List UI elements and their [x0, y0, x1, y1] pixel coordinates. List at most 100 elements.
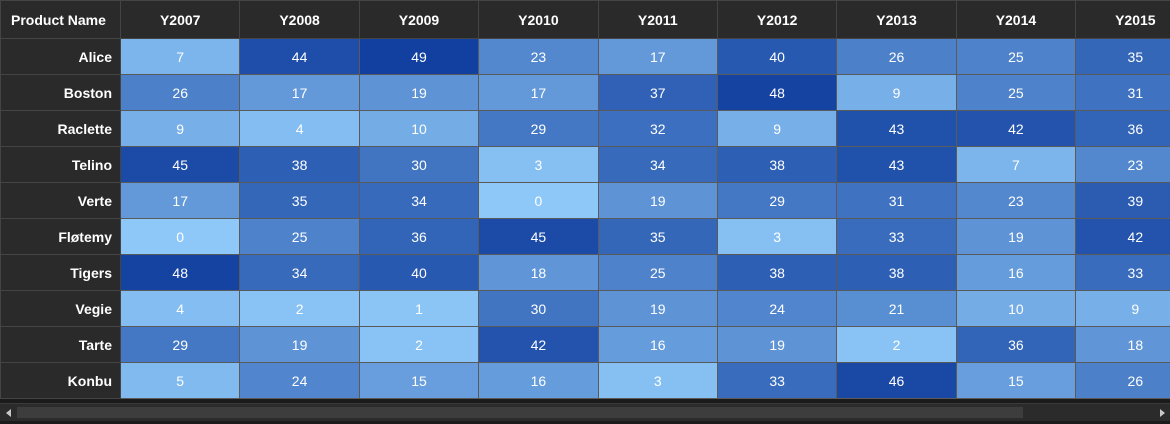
- heatmap-cell[interactable]: 38: [836, 254, 957, 291]
- heatmap-cell[interactable]: 34: [358, 182, 480, 219]
- heatmap-cell[interactable]: 9: [119, 110, 241, 147]
- heatmap-cell[interactable]: 26: [836, 38, 957, 75]
- heatmap-cell[interactable]: 25: [955, 74, 1077, 111]
- heatmap-cell[interactable]: 17: [239, 74, 360, 111]
- heatmap-cell[interactable]: 43: [836, 146, 957, 183]
- heatmap-cell[interactable]: 33: [716, 362, 838, 399]
- heatmap-cell[interactable]: 29: [478, 110, 599, 147]
- row-header-product[interactable]: Verte: [0, 182, 121, 219]
- column-header-year[interactable]: Y2010: [478, 0, 599, 39]
- heatmap-cell[interactable]: 34: [239, 254, 360, 291]
- heatmap-cell[interactable]: 15: [955, 362, 1077, 399]
- horizontal-scrollbar[interactable]: [0, 403, 1170, 421]
- heatmap-cell[interactable]: 16: [597, 326, 718, 363]
- heatmap-cell[interactable]: 35: [1075, 38, 1170, 75]
- heatmap-cell[interactable]: 16: [478, 362, 599, 399]
- heatmap-cell[interactable]: 3: [597, 362, 718, 399]
- heatmap-cell[interactable]: 7: [119, 38, 241, 75]
- heatmap-cell[interactable]: 30: [478, 290, 599, 327]
- heatmap-cell[interactable]: 17: [478, 74, 599, 111]
- heatmap-cell[interactable]: 3: [716, 218, 838, 255]
- heatmap-cell[interactable]: 44: [239, 38, 360, 75]
- heatmap-cell[interactable]: 33: [836, 218, 957, 255]
- column-header-year[interactable]: Y2009: [358, 0, 480, 39]
- heatmap-cell[interactable]: 36: [1075, 110, 1170, 147]
- heatmap-cell[interactable]: 9: [836, 74, 957, 111]
- heatmap-cell[interactable]: 30: [358, 146, 480, 183]
- heatmap-cell[interactable]: 19: [597, 290, 718, 327]
- row-header-product[interactable]: Raclette: [0, 110, 121, 147]
- heatmap-cell[interactable]: 0: [478, 182, 599, 219]
- column-header-product-name[interactable]: Product Name: [0, 0, 121, 39]
- scroll-right-icon[interactable]: [1154, 404, 1170, 421]
- heatmap-cell[interactable]: 35: [239, 182, 360, 219]
- heatmap-cell[interactable]: 16: [955, 254, 1077, 291]
- heatmap-cell[interactable]: 17: [597, 38, 718, 75]
- column-header-year[interactable]: Y2014: [955, 0, 1077, 39]
- column-header-year[interactable]: Y2011: [597, 0, 718, 39]
- heatmap-cell[interactable]: 18: [1075, 326, 1170, 363]
- heatmap-cell[interactable]: 19: [358, 74, 480, 111]
- heatmap-cell[interactable]: 48: [716, 74, 838, 111]
- heatmap-cell[interactable]: 5: [119, 362, 241, 399]
- heatmap-cell[interactable]: 19: [716, 326, 838, 363]
- heatmap-cell[interactable]: 42: [1075, 218, 1170, 255]
- heatmap-cell[interactable]: 2: [836, 326, 957, 363]
- heatmap-cell[interactable]: 23: [955, 182, 1077, 219]
- heatmap-cell[interactable]: 19: [955, 218, 1077, 255]
- column-header-year[interactable]: Y2015: [1075, 0, 1170, 39]
- heatmap-cell[interactable]: 25: [239, 218, 360, 255]
- heatmap-cell[interactable]: 35: [597, 218, 718, 255]
- heatmap-cell[interactable]: 32: [597, 110, 718, 147]
- heatmap-cell[interactable]: 2: [239, 290, 360, 327]
- heatmap-cell[interactable]: 40: [716, 38, 838, 75]
- heatmap-cell[interactable]: 23: [478, 38, 599, 75]
- heatmap-cell[interactable]: 7: [955, 146, 1077, 183]
- heatmap-cell[interactable]: 26: [1075, 362, 1170, 399]
- row-header-product[interactable]: Vegie: [0, 290, 121, 327]
- heatmap-cell[interactable]: 31: [836, 182, 957, 219]
- heatmap-cell[interactable]: 33: [1075, 254, 1170, 291]
- heatmap-cell[interactable]: 29: [716, 182, 838, 219]
- heatmap-cell[interactable]: 25: [597, 254, 718, 291]
- row-header-product[interactable]: Tigers: [0, 254, 121, 291]
- heatmap-cell[interactable]: 19: [239, 326, 360, 363]
- heatmap-cell[interactable]: 10: [955, 290, 1077, 327]
- heatmap-cell[interactable]: 36: [955, 326, 1077, 363]
- heatmap-cell[interactable]: 24: [239, 362, 360, 399]
- heatmap-cell[interactable]: 45: [119, 146, 241, 183]
- heatmap-cell[interactable]: 3: [478, 146, 599, 183]
- heatmap-cell[interactable]: 0: [119, 218, 241, 255]
- heatmap-cell[interactable]: 24: [716, 290, 838, 327]
- column-header-year[interactable]: Y2007: [119, 0, 241, 39]
- heatmap-cell[interactable]: 38: [716, 254, 838, 291]
- heatmap-cell[interactable]: 29: [119, 326, 241, 363]
- heatmap-cell[interactable]: 46: [836, 362, 957, 399]
- heatmap-cell[interactable]: 42: [478, 326, 599, 363]
- row-header-product[interactable]: Boston: [0, 74, 121, 111]
- column-header-year[interactable]: Y2013: [836, 0, 957, 39]
- heatmap-cell[interactable]: 9: [1075, 290, 1170, 327]
- row-header-product[interactable]: Alice: [0, 38, 121, 75]
- heatmap-cell[interactable]: 36: [358, 218, 480, 255]
- heatmap-cell[interactable]: 2: [358, 326, 480, 363]
- column-header-year[interactable]: Y2012: [716, 0, 838, 39]
- heatmap-cell[interactable]: 40: [358, 254, 480, 291]
- heatmap-cell[interactable]: 17: [119, 182, 241, 219]
- heatmap-cell[interactable]: 45: [478, 218, 599, 255]
- row-header-product[interactable]: Konbu: [0, 362, 121, 399]
- heatmap-cell[interactable]: 19: [597, 182, 718, 219]
- heatmap-cell[interactable]: 21: [836, 290, 957, 327]
- heatmap-cell[interactable]: 49: [358, 38, 480, 75]
- heatmap-cell[interactable]: 4: [119, 290, 241, 327]
- heatmap-cell[interactable]: 25: [955, 38, 1077, 75]
- heatmap-cell[interactable]: 9: [716, 110, 838, 147]
- heatmap-cell[interactable]: 42: [955, 110, 1077, 147]
- column-header-year[interactable]: Y2008: [239, 0, 360, 39]
- scroll-left-icon[interactable]: [0, 404, 16, 421]
- heatmap-cell[interactable]: 43: [836, 110, 957, 147]
- heatmap-cell[interactable]: 39: [1075, 182, 1170, 219]
- heatmap-cell[interactable]: 34: [597, 146, 718, 183]
- heatmap-cell[interactable]: 23: [1075, 146, 1170, 183]
- row-header-product[interactable]: Telino: [0, 146, 121, 183]
